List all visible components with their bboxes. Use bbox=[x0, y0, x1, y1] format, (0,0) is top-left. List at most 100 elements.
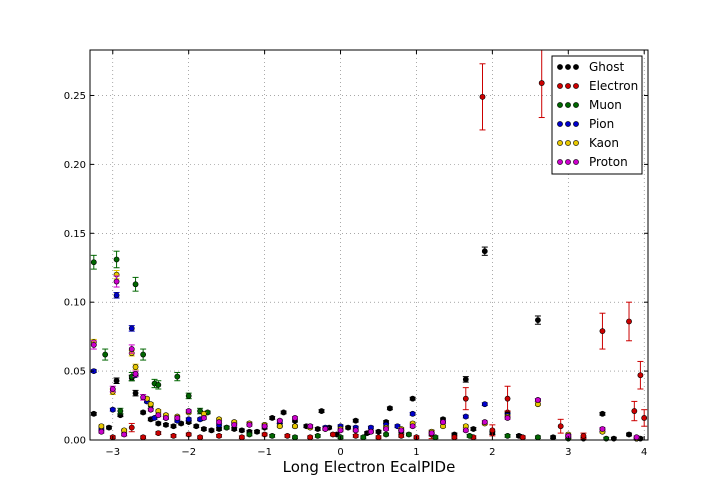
data-point bbox=[106, 424, 112, 431]
data-point bbox=[367, 428, 374, 435]
data-point bbox=[504, 432, 511, 439]
axis-ticks: −3 −2 −1 0 1 2 3 4 0.00 0.05 0.10 0.15 0.20 0.25 bbox=[64, 50, 648, 458]
data-point bbox=[276, 417, 283, 424]
legend-label: Electron bbox=[589, 79, 638, 93]
data-point bbox=[261, 423, 268, 430]
data-point bbox=[462, 395, 469, 402]
data-point bbox=[535, 434, 541, 441]
data-point bbox=[481, 419, 488, 425]
data-point bbox=[276, 423, 283, 430]
legend-item: Proton bbox=[557, 155, 628, 169]
legend-marker bbox=[557, 64, 563, 70]
data-point bbox=[113, 256, 120, 263]
data-point bbox=[504, 415, 511, 421]
legend-marker bbox=[573, 159, 579, 165]
data-point bbox=[197, 434, 203, 441]
legend-item: Electron bbox=[557, 79, 638, 93]
data-point bbox=[238, 434, 245, 441]
data-point bbox=[322, 426, 329, 432]
data-point bbox=[330, 431, 336, 438]
data-point bbox=[132, 370, 139, 377]
data-point bbox=[132, 364, 139, 370]
data-point bbox=[140, 394, 147, 401]
data-point bbox=[231, 421, 238, 428]
data-point bbox=[128, 424, 135, 431]
data-marks bbox=[90, 49, 648, 442]
legend-marker bbox=[565, 121, 571, 127]
series-proton bbox=[90, 275, 640, 441]
data-point bbox=[90, 410, 97, 417]
data-point bbox=[163, 421, 169, 428]
y-tick-label: 0.20 bbox=[64, 160, 86, 171]
data-point bbox=[641, 415, 648, 421]
data-point bbox=[163, 415, 169, 421]
data-point bbox=[216, 419, 222, 425]
data-point bbox=[631, 408, 638, 414]
data-point bbox=[318, 408, 325, 414]
data-point bbox=[398, 432, 405, 439]
data-point bbox=[599, 426, 606, 432]
data-point bbox=[140, 351, 147, 358]
data-point bbox=[90, 342, 97, 348]
legend-label: Ghost bbox=[589, 60, 624, 74]
data-point bbox=[428, 430, 435, 437]
data-point bbox=[535, 317, 541, 324]
data-point bbox=[360, 434, 367, 441]
data-point bbox=[466, 432, 473, 439]
data-point bbox=[174, 373, 181, 380]
data-point bbox=[292, 423, 298, 430]
data-point bbox=[481, 248, 488, 255]
x-tick-label: 1 bbox=[413, 447, 419, 458]
legend-marker bbox=[565, 140, 571, 146]
data-point bbox=[208, 427, 215, 434]
data-point bbox=[269, 432, 276, 439]
data-point bbox=[580, 432, 587, 439]
x-tick-label: −1 bbox=[257, 447, 272, 458]
legend-item: Muon bbox=[557, 98, 622, 112]
legend-marker bbox=[557, 140, 563, 146]
y-tick-label: 0.15 bbox=[64, 229, 86, 240]
legend-label: Proton bbox=[589, 155, 628, 169]
data-point bbox=[246, 421, 253, 428]
legend: Ghost Electron Muon Pion Kaon Proton bbox=[551, 55, 643, 175]
data-point bbox=[409, 410, 416, 417]
data-point bbox=[405, 431, 412, 438]
data-point bbox=[174, 415, 181, 421]
legend-marker bbox=[573, 140, 579, 146]
data-point bbox=[109, 406, 116, 413]
data-point bbox=[432, 434, 439, 441]
data-point bbox=[352, 432, 359, 439]
data-point bbox=[535, 397, 541, 403]
data-point bbox=[599, 410, 606, 417]
data-point bbox=[98, 428, 105, 435]
data-point bbox=[626, 431, 632, 438]
data-point bbox=[140, 409, 147, 416]
legend-label: Kaon bbox=[589, 136, 619, 150]
legend-label: Pion bbox=[589, 117, 614, 131]
data-point bbox=[140, 434, 147, 441]
data-point bbox=[383, 426, 389, 432]
data-point bbox=[90, 259, 97, 266]
data-point bbox=[284, 432, 291, 439]
data-point bbox=[113, 377, 120, 384]
data-point bbox=[462, 413, 469, 420]
data-point bbox=[113, 278, 120, 285]
data-point bbox=[155, 430, 162, 437]
data-point bbox=[398, 427, 405, 434]
data-point bbox=[132, 281, 139, 288]
data-point bbox=[462, 376, 469, 383]
data-point bbox=[386, 405, 393, 412]
data-point bbox=[155, 420, 162, 427]
data-point bbox=[200, 426, 207, 432]
data-point bbox=[185, 408, 192, 414]
data-point bbox=[185, 393, 192, 399]
data-point bbox=[352, 417, 359, 424]
data-point bbox=[538, 80, 545, 86]
legend-box bbox=[551, 55, 643, 175]
data-point bbox=[557, 423, 564, 430]
x-tick-label: 0 bbox=[337, 447, 343, 458]
data-point bbox=[451, 434, 458, 441]
data-point bbox=[170, 432, 177, 439]
data-point bbox=[292, 434, 298, 441]
data-point bbox=[314, 426, 321, 432]
